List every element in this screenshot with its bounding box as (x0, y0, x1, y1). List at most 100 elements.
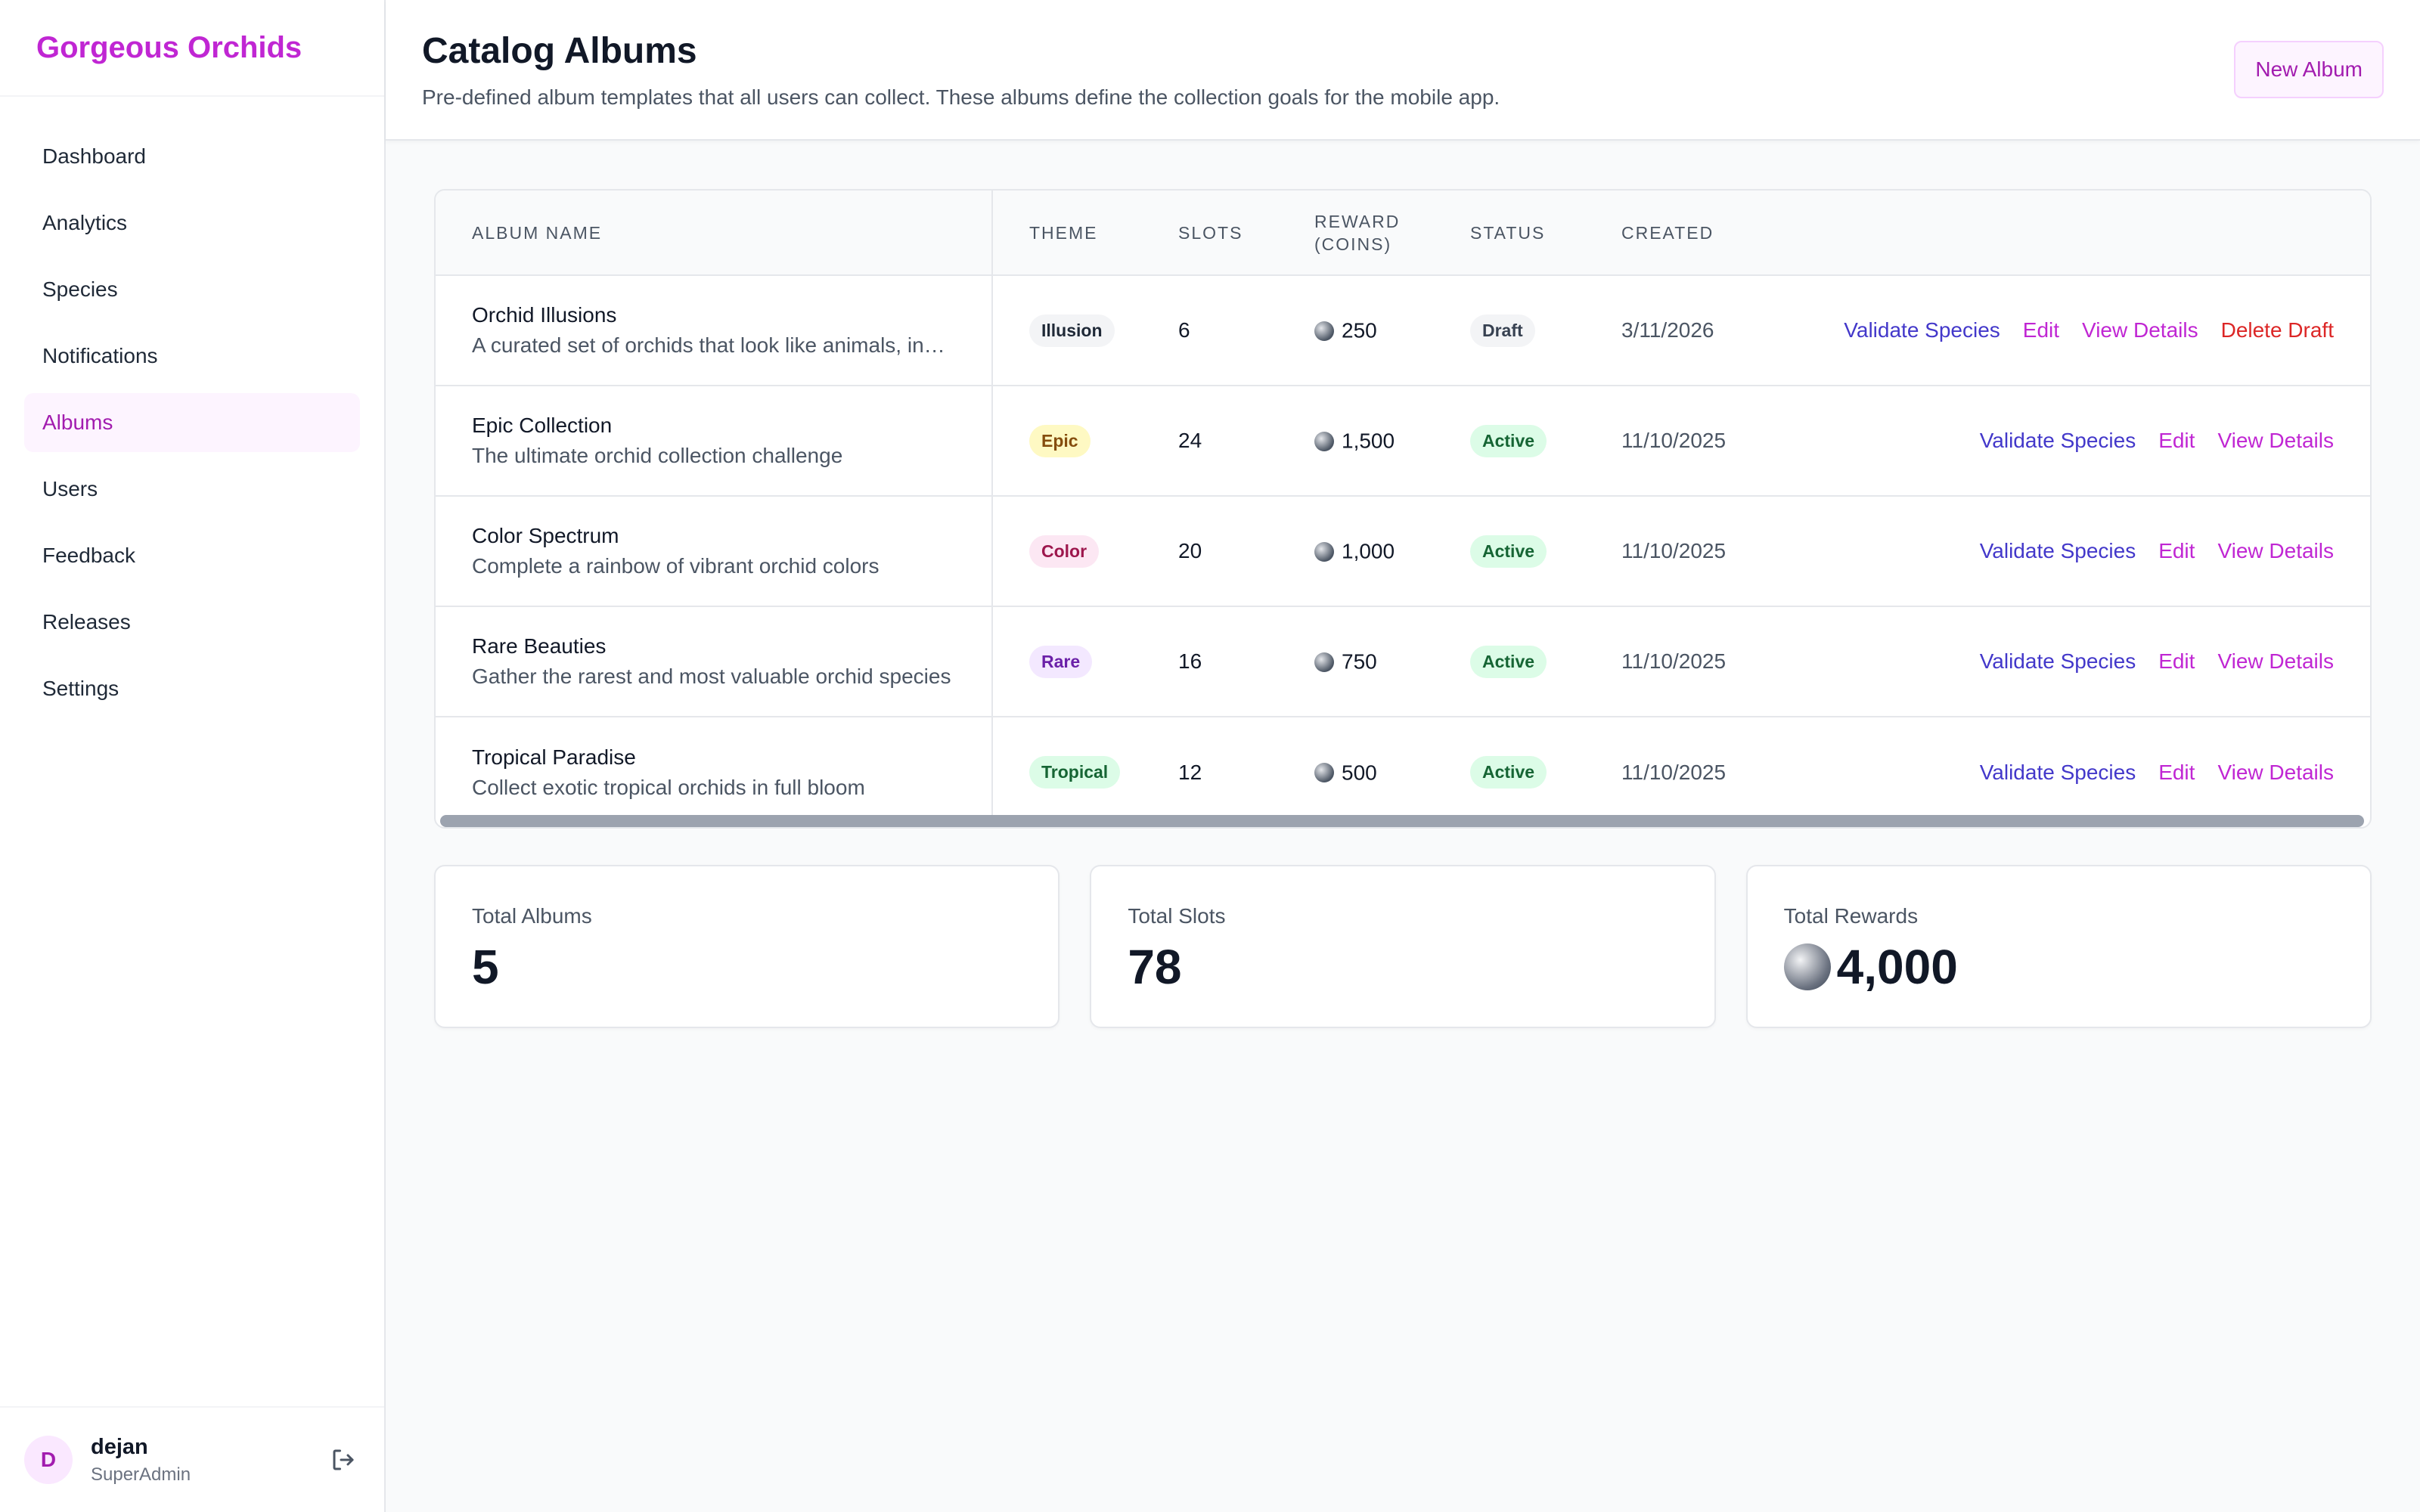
column-header-created: Created (1603, 191, 1777, 276)
album-description: Collect exotic tropical orchids in full … (472, 775, 865, 799)
album-description: A curated set of orchids that look like … (472, 333, 951, 357)
sidebar-item-notifications[interactable]: Notifications (42, 344, 158, 367)
album-title: Rare Beauties (472, 634, 607, 658)
reward-value: 250 (1342, 318, 1377, 342)
edit-link[interactable]: Edit (2158, 539, 2195, 562)
page-subtitle: Pre-defined album templates that all use… (422, 85, 1500, 109)
actions-cell: Validate Species Edit View Details (1777, 717, 2370, 827)
main-content: Catalog Albums Pre-defined album templat… (386, 0, 2420, 1512)
coin-icon (1783, 943, 1831, 990)
album-title: Tropical Paradise (472, 745, 636, 769)
view-details-link[interactable]: View Details (2217, 760, 2334, 784)
new-album-button[interactable]: New Album (2234, 41, 2384, 98)
stat-value-row: 4,000 (1783, 939, 2334, 995)
table-row: Color Spectrum Complete a rainbow of vibr… (436, 496, 2370, 607)
view-details-link[interactable]: View Details (2217, 649, 2334, 673)
created-date: 11/10/2025 (1603, 386, 1777, 497)
logout-icon[interactable] (327, 1443, 360, 1476)
album-description: Gather the rarest and most valuable orch… (472, 665, 951, 688)
coin-icon (1314, 541, 1334, 562)
slots-cell: 16 (1160, 606, 1296, 717)
table-row: Epic Collection The ultimate orchid colle… (436, 386, 2370, 497)
sidebar-item-users[interactable]: Users (42, 477, 98, 500)
validate-species-link[interactable]: Validate Species (1979, 539, 2136, 562)
coin-icon (1314, 763, 1334, 783)
sidebar-item-species[interactable]: Species (42, 277, 118, 301)
coin-icon (1314, 652, 1334, 672)
avatar: D (24, 1436, 73, 1484)
page-title: Catalog Albums (422, 30, 697, 71)
theme-badge: Illusion (1029, 314, 1115, 347)
delete-draft-link[interactable]: Delete Draft (2220, 318, 2334, 342)
sidebar-item-dashboard[interactable]: Dashboard (42, 144, 146, 168)
edit-link[interactable]: Edit (2158, 760, 2195, 784)
album-title: Color Spectrum (472, 524, 619, 547)
brand-logo[interactable]: Gorgeous Orchids (0, 0, 384, 97)
created-date: 11/10/2025 (1603, 496, 1777, 607)
theme-cell: Tropical (992, 717, 1160, 827)
stat-value: 5 (472, 940, 499, 994)
theme-cell: Color (992, 496, 1160, 607)
table-row: Orchid Illusions A curated set of orchids… (436, 275, 2370, 386)
actions-cell: Validate Species Edit View Details (1777, 496, 2370, 607)
slots-cell: 6 (1160, 275, 1296, 386)
column-header-album-name: Album Name (436, 191, 993, 276)
album-title: Orchid Illusions (472, 303, 617, 327)
user-role: SuperAdmin (91, 1464, 191, 1485)
created-date: 11/10/2025 (1603, 606, 1777, 717)
status-cell: Active (1452, 606, 1603, 717)
user-meta: dejan SuperAdmin (91, 1435, 309, 1486)
sidebar-item-feedback[interactable]: Feedback (42, 544, 135, 567)
theme-cell: Illusion (992, 275, 1160, 386)
view-details-link[interactable]: View Details (2217, 539, 2334, 562)
reward-value: 500 (1342, 761, 1377, 785)
slots-cell: 20 (1160, 496, 1296, 607)
stat-label: Total Albums (472, 904, 592, 928)
albums-table: Album Name Theme Slots Reward (Coins) St… (436, 191, 2370, 827)
reward-value: 1,000 (1342, 539, 1395, 563)
edit-link[interactable]: Edit (2158, 649, 2195, 673)
status-badge: Active (1470, 645, 1547, 678)
status-badge: Active (1470, 534, 1547, 568)
theme-badge: Color (1029, 534, 1100, 568)
actions-cell: Validate Species Edit View Details (1777, 386, 2370, 497)
validate-species-link[interactable]: Validate Species (1979, 649, 2136, 673)
sidebar-nav: Dashboard Analytics Species Notifications Al… (0, 97, 384, 1406)
stat-value: 4,000 (1836, 940, 1958, 994)
validate-species-link[interactable]: Validate Species (1979, 760, 2136, 784)
slots-cell: 12 (1178, 760, 1202, 784)
sidebar-item-albums[interactable]: Albums (24, 393, 360, 452)
coin-icon (1314, 431, 1334, 451)
table-row: Rare Beauties Gather the rarest and most … (436, 606, 2370, 717)
sidebar-item-analytics[interactable]: Analytics (42, 211, 128, 234)
column-header-reward: Reward (Coins) (1296, 191, 1452, 276)
stat-card-total-slots: Total Slots 78 (1090, 865, 1716, 1028)
album-title: Epic Collection (472, 414, 613, 437)
reward-cell: 1,000 (1296, 496, 1452, 607)
coin-icon (1314, 321, 1334, 341)
table-row: Tropical Paradise Collect exotic tropical… (436, 717, 2370, 827)
status-cell: Draft (1452, 275, 1603, 386)
reward-cell: 750 (1296, 606, 1452, 717)
page-header: Catalog Albums Pre-defined album templat… (386, 0, 2420, 141)
album-description: Complete a rainbow of vibrant orchid col… (472, 554, 880, 578)
actions-cell: Validate Species Edit View Details Delete D… (1777, 275, 2370, 386)
album-name-cell: Tropical Paradise Collect exotic tropical… (436, 717, 993, 827)
theme-badge: Rare (1029, 645, 1093, 678)
album-name-cell: Rare Beauties Gather the rarest and most … (436, 606, 993, 717)
created-date: 3/11/2026 (1603, 275, 1777, 386)
edit-link[interactable]: Edit (2158, 429, 2195, 452)
sidebar-item-settings[interactable]: Settings (42, 677, 119, 700)
validate-species-link[interactable]: Validate Species (1979, 429, 2136, 452)
sidebar-item-releases[interactable]: Releases (42, 610, 131, 634)
column-header-status: Status (1452, 191, 1603, 276)
horizontal-scrollbar[interactable] (440, 815, 2364, 827)
validate-species-link[interactable]: Validate Species (1844, 318, 2000, 342)
status-badge: Active (1470, 424, 1547, 457)
stat-value-row: 5 (472, 939, 1022, 995)
user-footer: D dejan SuperAdmin (0, 1406, 384, 1512)
edit-link[interactable]: Edit (2022, 318, 2060, 342)
view-details-link[interactable]: View Details (2217, 429, 2334, 452)
view-details-link[interactable]: View Details (2082, 318, 2198, 342)
status-cell: Active (1452, 386, 1603, 497)
